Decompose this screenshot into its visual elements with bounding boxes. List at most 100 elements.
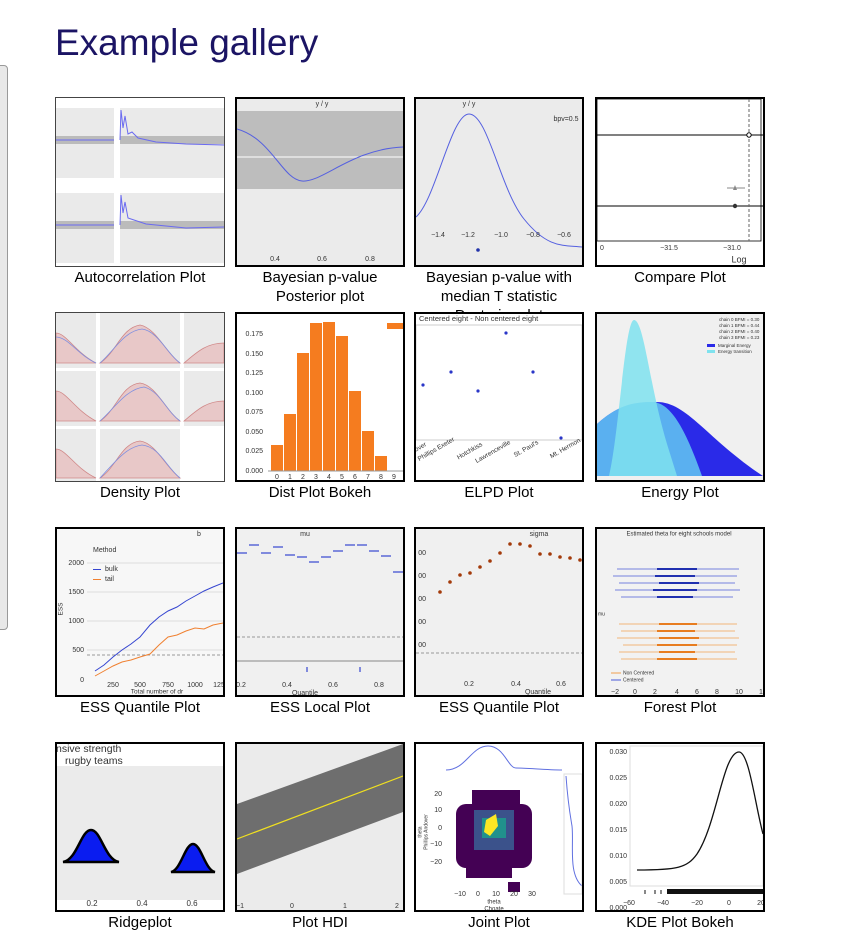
thumbnail[interactable]: y / y bpv=0.5 −1.4 −1.2 −1.0 −0.8 −0.6 (414, 97, 584, 267)
caption: Plot HDI (292, 914, 348, 931)
thumbnail-shape (498, 551, 502, 555)
gallery-item[interactable]: −1 0 1 2 Plot HDI (235, 742, 405, 932)
thumbnail-text: nsive strength (56, 743, 122, 755)
thumbnail-shape (94, 622, 223, 677)
gallery-item[interactable]: sigma 00 00 00 00 00 0.2 0.4 0.6 Quantile ESS Quan… (414, 527, 584, 717)
thumbnail-shape (449, 370, 453, 374)
thumbnail-shape (438, 590, 442, 594)
gallery-item[interactable]: b Method bulk tail 2000 1500 1000 500 0 250 500 750… (55, 527, 225, 717)
thumbnail-shape (597, 99, 762, 242)
thumbnail-shape (237, 744, 403, 874)
thumbnail-shape (237, 529, 403, 695)
thumbnail-text: −40 (657, 900, 669, 907)
gallery-item[interactable]: 0.030 0.025 0.020 0.015 0.010 0.005 0.000 −60 −4… (595, 742, 765, 932)
thumbnail-shape (476, 248, 480, 252)
thumbnail[interactable]: sigma 00 00 00 00 00 0.2 0.4 0.6 Quantile (414, 527, 584, 697)
gallery-item[interactable]: chain 0 BFMI = 0.30 chain 1 BFMI = 0.44 ch… (595, 312, 765, 502)
thumbnail-text: 6 (695, 689, 699, 696)
thumbnail-text: −1.4 (431, 232, 445, 239)
thumbnail-shape (56, 336, 97, 364)
thumbnail-shape (62, 828, 120, 864)
thumbnail-shape (297, 353, 309, 471)
thumbnail[interactable]: b Method bulk tail 2000 1500 1000 500 0 250 500 750… (55, 527, 225, 697)
thumbnail-text: y / y (316, 101, 329, 108)
thumbnail-shape (597, 529, 763, 695)
gallery-item[interactable]: nsive strength rugby teams 0.2 0.4 0.6 Ridgep… (55, 742, 225, 932)
thumbnail-shape (548, 552, 552, 556)
caption: Ridgeplot (108, 914, 172, 931)
caption: KDE Plot Bokeh (626, 914, 734, 931)
gallery-item[interactable]: 0.175 0.150 0.125 0.100 0.075 0.050 0.025 0.000… (235, 312, 405, 502)
thumbnail-text: 0 (275, 474, 279, 481)
thumbnail-shape (559, 436, 563, 440)
thumbnail[interactable] (55, 312, 225, 482)
thumbnail-text: 0 (727, 900, 731, 907)
thumbnail-text: 2 (653, 689, 657, 696)
thumbnail-shape (120, 221, 224, 229)
thumbnail-shape (310, 323, 322, 471)
gallery-item[interactable]: mu 0.2 0.4 0.6 0.8 Quantile ESS Local Plot (235, 527, 405, 717)
thumbnail[interactable]: 0.175 0.150 0.125 0.100 0.075 0.050 0.025 0.000… (235, 312, 405, 482)
gallery-item[interactable]: Autocorrelation Plot (55, 97, 225, 287)
thumbnail-text: 0.020 (609, 801, 627, 808)
thumbnail-shape (271, 445, 283, 471)
thumbnail-text: 0.2 (464, 681, 474, 688)
thumbnail-shape (57, 766, 223, 900)
caption: ELPD Plot (464, 484, 534, 501)
thumbnail-text: −31.0 (723, 245, 741, 252)
thumbnail[interactable]: 0.030 0.025 0.020 0.015 0.010 0.005 0.000−60 −4… (595, 742, 765, 912)
thumbnail-text: Log (731, 254, 746, 264)
thumbnail-text: 0.8 (374, 682, 384, 689)
thumbnail-shape (568, 556, 572, 560)
thumbnail-text: 8 (715, 689, 719, 696)
thumbnail-text: tail (105, 576, 114, 583)
gallery-item[interactable]: 20 10 0 −10 −20 −10 0 10 20 30 theta Choate theta Phi… (414, 742, 584, 932)
thumbnail-text: theta (417, 826, 423, 837)
thumbnail-text: 0.100 (245, 390, 263, 397)
thumbnail[interactable]: Estimated theta for eight schools model m… (595, 527, 765, 697)
caption: Bayesian p-value with median T statistic… (426, 269, 572, 324)
thumbnail-text: 0.025 (609, 775, 627, 782)
thumbnail[interactable] (55, 97, 225, 267)
thumbnail-text: 0 (438, 825, 442, 832)
gallery-item[interactable]: Density Plot (55, 312, 225, 502)
thumbnail-shape (362, 431, 374, 471)
scrollbar[interactable] (0, 65, 8, 630)
thumbnail-text: chain 3 BFMI = 0.23 (719, 335, 760, 340)
thumbnail-text: mu (300, 531, 310, 538)
thumbnail-shape (237, 128, 403, 182)
thumbnail-text: 1500 (68, 589, 84, 596)
thumbnail-text: 125 (213, 682, 225, 689)
thumbnail-text: theta (487, 900, 501, 906)
thumbnail-shape (609, 320, 677, 476)
caption: Compare Plot (634, 269, 726, 286)
gallery-item[interactable]: y / y 0.4 0.6 0.8 Bayesian p-value Posterior… (235, 97, 405, 306)
gallery-item[interactable]: 0 −31.5 −31.0 Log Compare Plot (595, 97, 765, 287)
thumbnail[interactable]: −1 0 1 2 (235, 742, 405, 912)
thumbnail-text: Non Centered (623, 670, 654, 676)
thumbnail-shape (416, 324, 582, 441)
caption: Bayesian p-value Posterior plot (262, 269, 378, 305)
gallery-item[interactable]: Estimated theta for eight schools model m… (595, 527, 765, 717)
thumbnail-text: bpv=0.5 (553, 116, 578, 123)
thumbnail[interactable]: y / y 0.4 0.6 0.8 (235, 97, 405, 267)
thumbnail-text: Phillips Andover (423, 814, 429, 850)
thumbnail-text: y / y (463, 101, 476, 108)
thumbnail-shape (237, 111, 403, 189)
gallery-item[interactable]: y / y bpv=0.5 −1.4 −1.2 −1.0 −0.8 −0.6 Bayesian… (414, 97, 584, 325)
thumbnail-text: −0.8 (526, 232, 540, 239)
thumbnail[interactable]: 0 −31.5 −31.0 Log (595, 97, 765, 267)
thumbnail-shape (504, 331, 508, 335)
thumbnail-text: 0.125 (245, 370, 263, 377)
thumbnail-shape (99, 444, 181, 479)
thumbnail[interactable]: mu 0.2 0.4 0.6 0.8 Quantile (235, 527, 405, 697)
thumbnail-shape (478, 565, 482, 569)
thumbnail-text: 00 (418, 619, 426, 626)
